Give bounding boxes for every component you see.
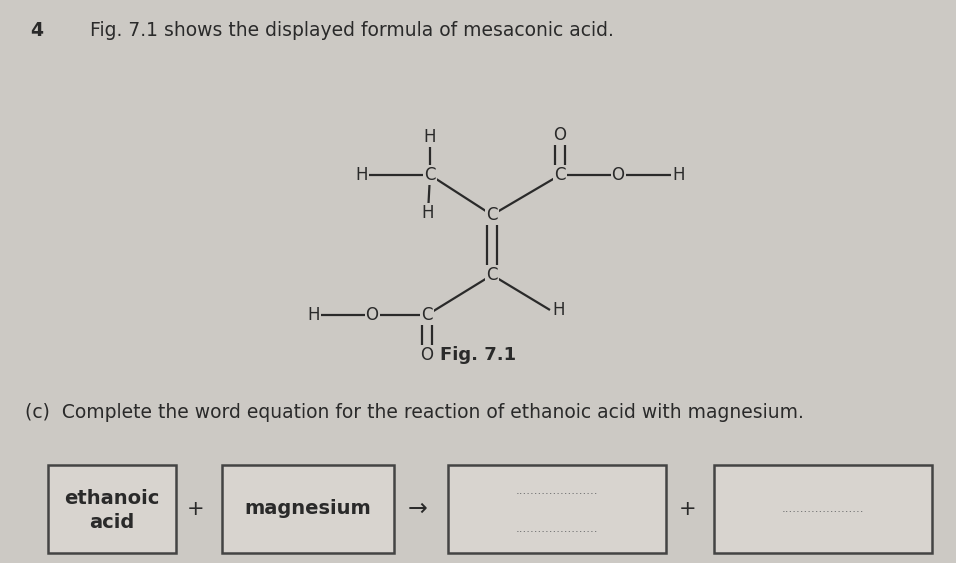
Text: ......................: ......................: [782, 503, 864, 516]
Text: H: H: [308, 306, 320, 324]
Text: H: H: [422, 204, 434, 222]
Bar: [222, 465, 394, 553]
Text: O: O: [554, 126, 567, 144]
Text: +: +: [679, 499, 697, 519]
Text: +: +: [187, 499, 205, 519]
Text: ethanoic: ethanoic: [64, 489, 160, 508]
Text: H: H: [672, 166, 684, 184]
Text: acid: acid: [89, 513, 135, 533]
Text: H: H: [424, 128, 436, 146]
Text: C: C: [422, 306, 433, 324]
Text: C: C: [424, 166, 436, 184]
Text: H: H: [552, 301, 564, 319]
Text: O: O: [421, 346, 433, 364]
Text: Fig. 7.1 shows the displayed formula of mesaconic acid.: Fig. 7.1 shows the displayed formula of …: [90, 21, 614, 40]
Text: Fig. 7.1: Fig. 7.1: [440, 346, 516, 364]
Text: magnesium: magnesium: [245, 499, 371, 519]
Text: (c)  Complete the word equation for the reaction of ethanoic acid with magnesium: (c) Complete the word equation for the r…: [25, 403, 804, 422]
Text: H: H: [356, 166, 368, 184]
Text: C: C: [554, 166, 566, 184]
Text: C: C: [487, 206, 498, 224]
Bar: [448, 465, 666, 553]
Text: O: O: [365, 306, 379, 324]
Text: ......................: ......................: [515, 484, 598, 497]
Text: 4: 4: [30, 21, 43, 40]
Text: ......................: ......................: [515, 521, 598, 534]
Text: C: C: [487, 266, 498, 284]
Bar: [714, 465, 932, 553]
Text: O: O: [612, 166, 624, 184]
Bar: [48, 465, 176, 553]
Text: →: →: [408, 497, 428, 521]
